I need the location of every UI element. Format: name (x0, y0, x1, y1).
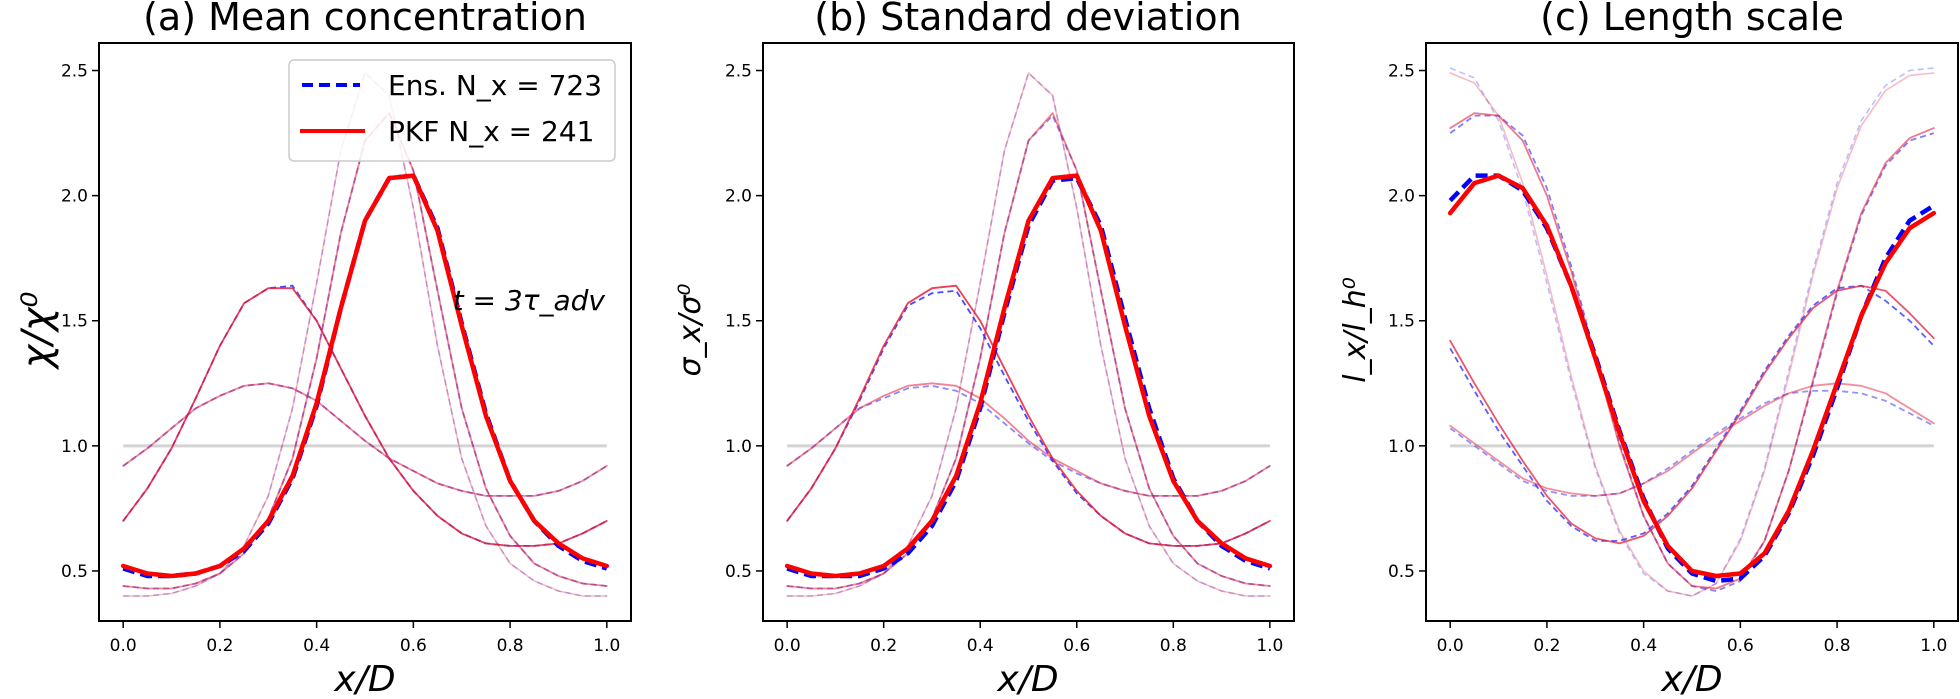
ens-line-snapshot-5 (1449, 389, 1935, 497)
x-tick-label: 0.6 (400, 636, 427, 656)
y-tick-label: 1.5 (1388, 312, 1415, 332)
y-axis-label: χ/χ⁰ (14, 292, 60, 371)
pkf-line-snapshot-2 (1449, 112, 1935, 590)
y-tick-label: 2.5 (725, 62, 752, 82)
pkf-line-snapshot-2 (786, 112, 1271, 590)
x-tick-label: 0.8 (1824, 636, 1851, 656)
panel-title: (c) Length scale (1540, 0, 1844, 39)
legend-box (288, 59, 616, 162)
plot-area: 0.0 0.2 0.4 0.6 0.8 1.0 0.5 1.0 1.5 2.0 2.5 (725, 42, 1295, 656)
x-tick-label: 0.0 (774, 636, 801, 656)
y-tick-label: 0.5 (1388, 562, 1415, 582)
ens-line-snapshot-1 (123, 72, 607, 597)
x-axis-label: x/D (996, 659, 1058, 699)
x-tick-label: 0.4 (1630, 636, 1657, 656)
ens-line-snapshot-3-final (122, 173, 608, 579)
series-group (1447, 67, 1937, 597)
pkf-line-snapshot-3-final (784, 173, 1273, 579)
ens-line-snapshot-3-final (786, 175, 1271, 579)
panel-length-scale: (c) Length scale 0.0 0.2 0.4 0.6 0.8 1.0 0.5 1.… (1338, 0, 1959, 699)
pkf-line-snapshot-1 (1449, 72, 1935, 597)
pkf-line-snapshot-3-final (120, 173, 610, 579)
y-tick-label: 1.0 (1388, 437, 1415, 457)
plot-area: 0.0 0.2 0.4 0.6 0.8 1.0 0.5 1.0 1.5 2.0 2.5 (1388, 42, 1959, 656)
y-tick-label: 2.0 (725, 187, 752, 207)
y-tick-label: 1.0 (725, 437, 752, 457)
x-tick-label: 0.8 (1160, 636, 1187, 656)
x-axis-label: x/D (1660, 659, 1722, 699)
panel-standard-deviation: (b) Standard deviation 0.0 0.2 0.4 0.6 0.8 1.… (673, 0, 1295, 699)
pkf-line-snapshot-4 (1449, 284, 1935, 545)
y-tick-label: 1.0 (61, 437, 88, 457)
panel-mean-concentration: (a) Mean concentration 0.0 0.2 0.4 0.6 0.8 1.… (14, 0, 632, 699)
panel-title: (a) Mean concentration (143, 0, 587, 39)
legend-pkf-label: PKF N_x = 241 (388, 115, 594, 148)
x-tick-label: 0.4 (967, 636, 994, 656)
axes-frame (1425, 42, 1959, 622)
y-tick-label: 2.5 (1388, 62, 1415, 82)
x-tick-label: 0.6 (1727, 636, 1754, 656)
y-tick-label: 1.5 (61, 312, 88, 332)
time-annotation: t = 3τ_adv (453, 284, 606, 317)
x-tick-label: 0.0 (110, 636, 137, 656)
y-tick-label: 2.5 (61, 62, 88, 82)
y-axis-label: σ_x/σ⁰ (673, 284, 708, 377)
y-tick-label: 2.0 (61, 187, 88, 207)
x-tick-label: 0.8 (497, 636, 524, 656)
x-tick-label: 0.2 (870, 636, 897, 656)
x-tick-label: 0.2 (1533, 636, 1560, 656)
ens-line-snapshot-1 (787, 72, 1270, 597)
ens-line-snapshot-4 (786, 289, 1271, 547)
ens-line-snapshot-1 (1449, 67, 1934, 597)
pkf-line-snapshot-4 (786, 284, 1271, 547)
x-tick-label: 1.0 (593, 636, 620, 656)
panel-title: (b) Standard deviation (814, 0, 1241, 39)
x-tick-label: 0.2 (206, 636, 233, 656)
pkf-line-snapshot-5 (122, 382, 608, 497)
pkf-line-snapshot-3-final (1447, 173, 1937, 579)
x-tick-label: 0.6 (1063, 636, 1090, 656)
ens-line-snapshot-4 (1449, 284, 1935, 542)
x-tick-label: 0.4 (303, 636, 330, 656)
y-tick-label: 0.5 (61, 562, 88, 582)
y-tick-label: 2.0 (1388, 187, 1415, 207)
pkf-line-snapshot-5 (786, 382, 1271, 497)
series-group (784, 72, 1273, 597)
y-tick-label: 1.5 (725, 312, 752, 332)
legend-ens-label: Ens. N_x = 723 (388, 69, 602, 102)
axes-frame (98, 42, 632, 622)
pkf-line-snapshot-1 (786, 72, 1271, 597)
legend: Ens. N_x = 723 PKF N_x = 241 (288, 59, 616, 162)
x-tick-label: 1.0 (1256, 636, 1283, 656)
pkf-line-snapshot-4 (122, 287, 608, 547)
x-tick-label: 0.0 (1437, 636, 1464, 656)
pkf-line-snapshot-5 (1449, 382, 1935, 497)
y-axis-label: l_x/l_h⁰ (1338, 277, 1373, 383)
x-tick-label: 1.0 (1920, 636, 1947, 656)
x-axis-label: x/D (333, 659, 395, 699)
y-tick-label: 0.5 (725, 562, 752, 582)
ens-line-snapshot-3-final (1448, 173, 1935, 584)
axes-frame (762, 42, 1295, 622)
